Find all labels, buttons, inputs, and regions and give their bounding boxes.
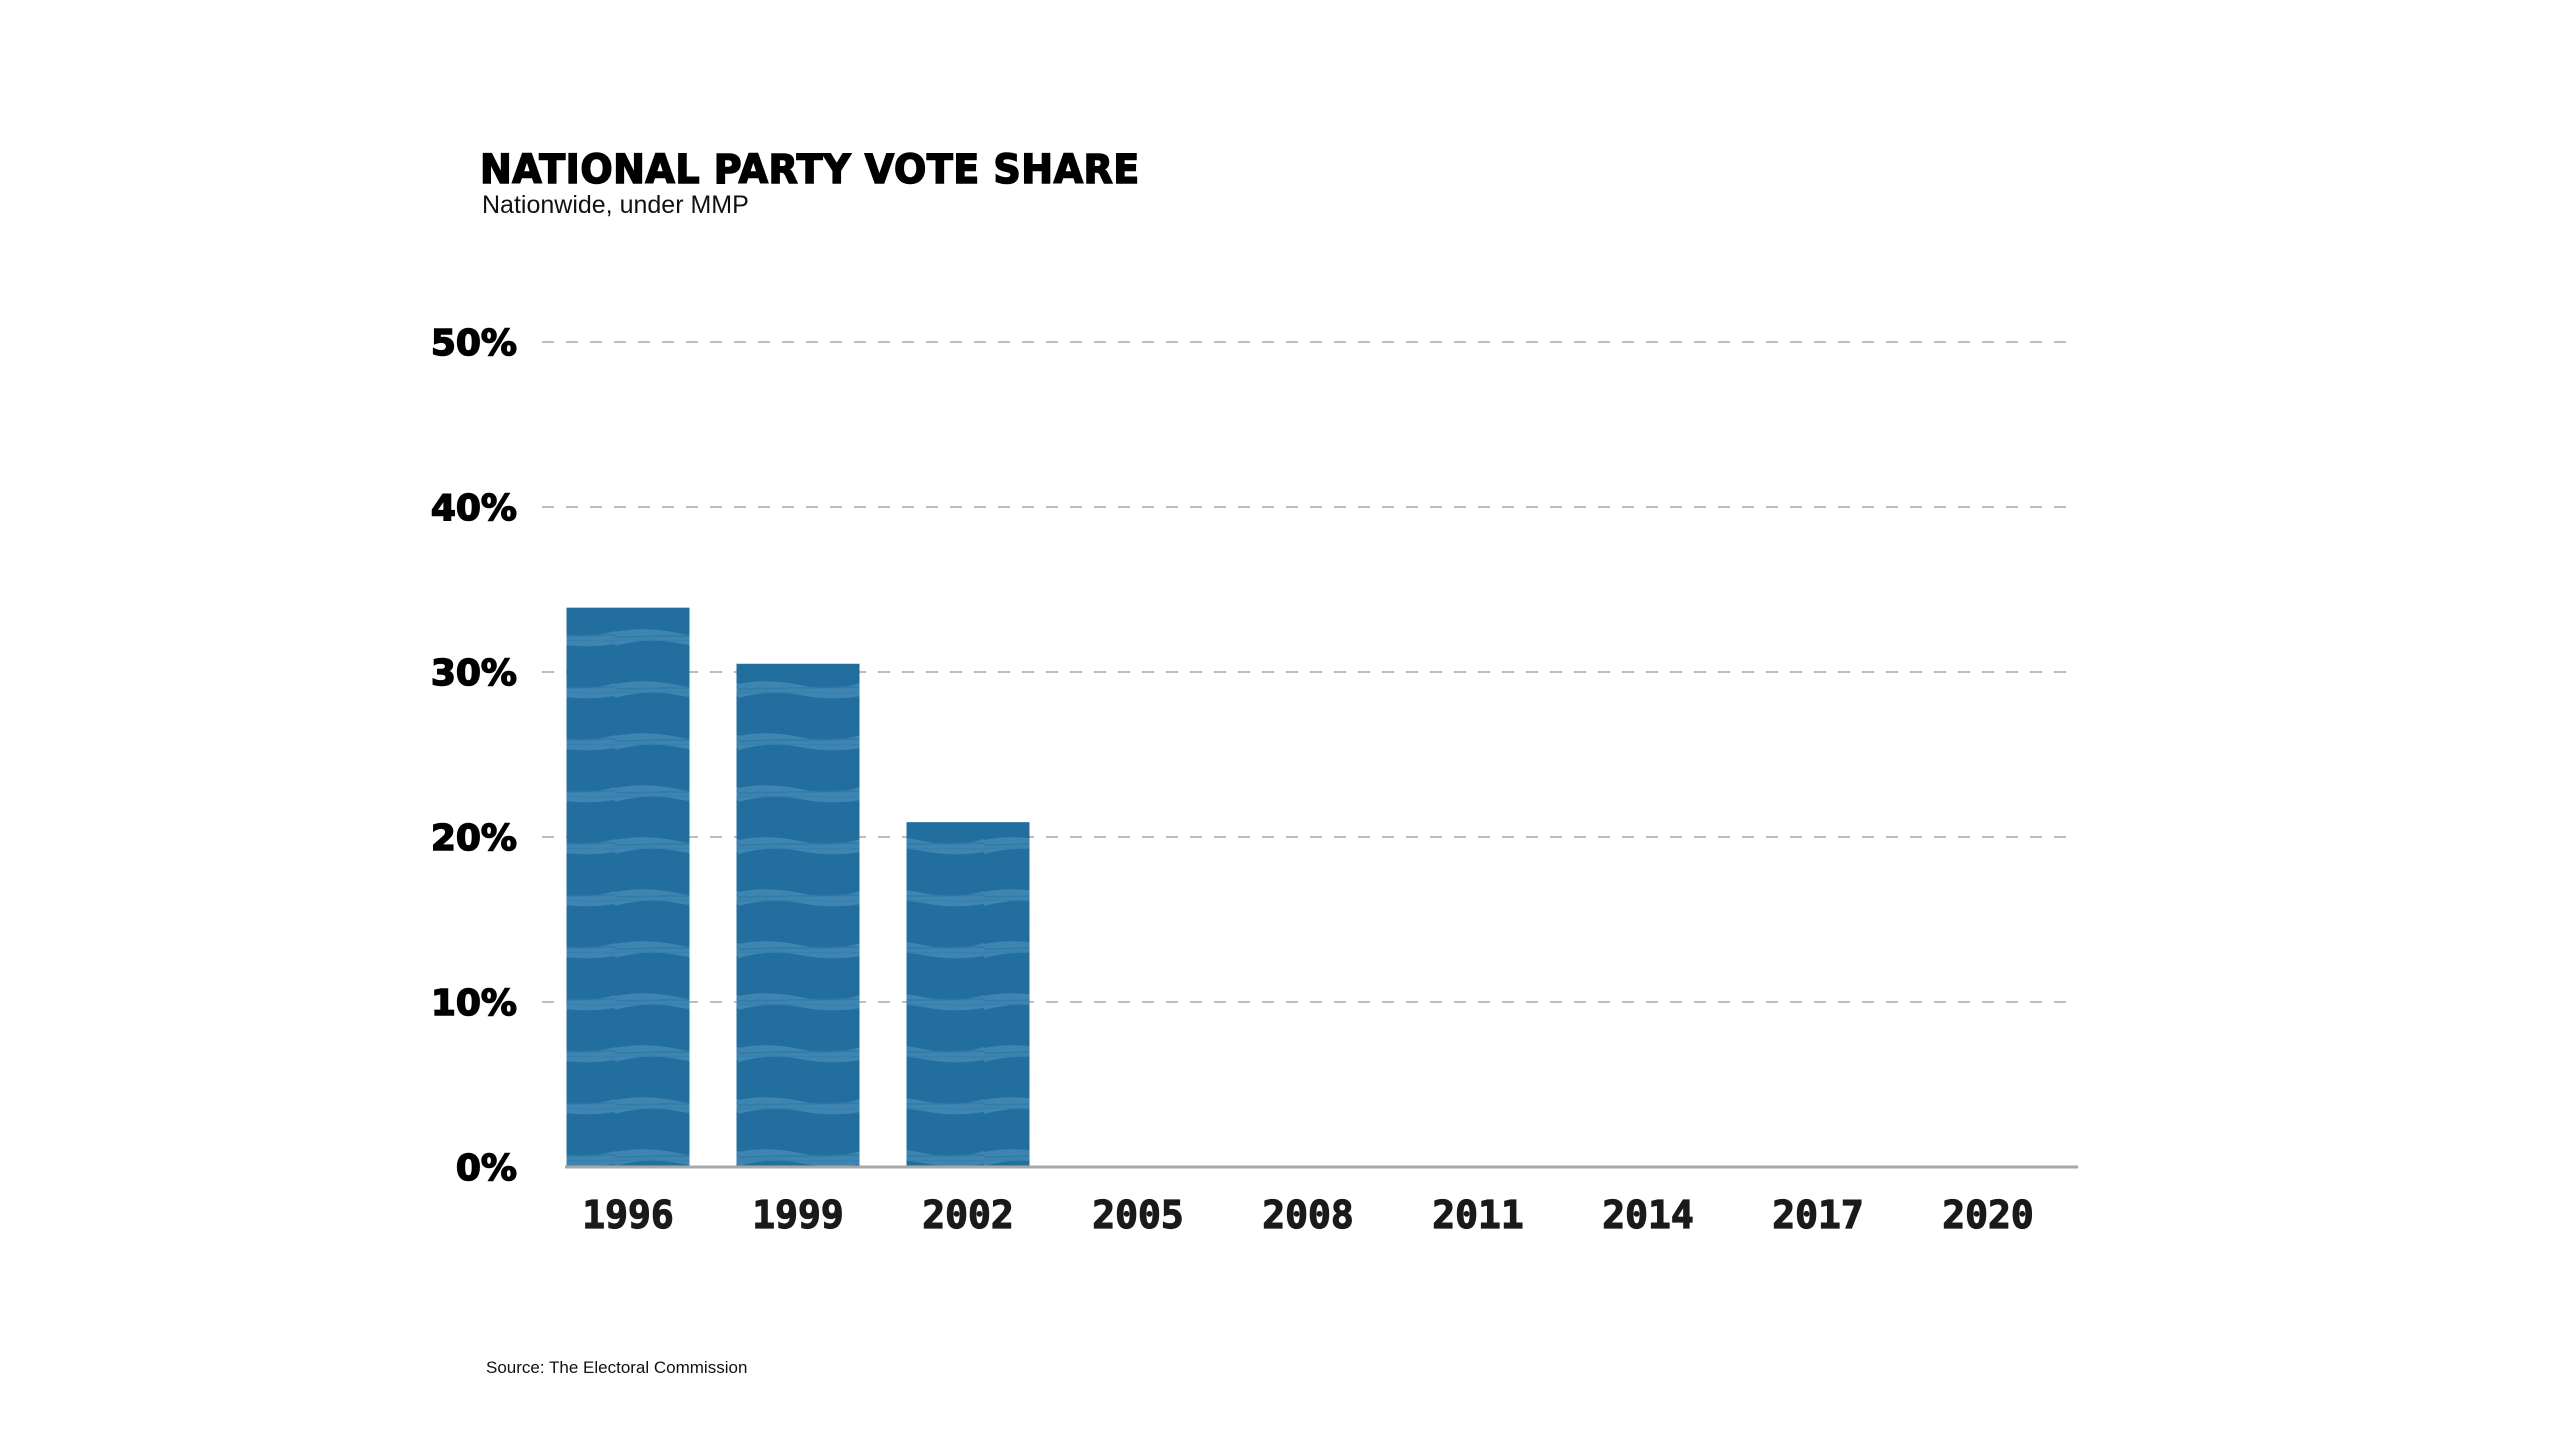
x-tick-label: 2020	[1942, 1193, 2034, 1237]
bars	[566, 607, 1030, 1167]
x-tick-label: 1999	[752, 1193, 844, 1237]
chart-title: NATIONAL PARTY VOTE SHARE	[479, 145, 1140, 193]
y-tick-label: 50%	[431, 323, 517, 364]
bar-1999	[736, 663, 860, 1167]
y-tick-label: 20%	[431, 818, 517, 859]
x-tick-label: 2005	[1092, 1193, 1184, 1237]
source-note: Source: The Electoral Commission	[486, 1358, 748, 1377]
chart-subtitle: Nationwide, under MMP	[482, 191, 749, 219]
bar-2002	[906, 822, 1030, 1167]
y-axis-ticks: 0% 10% 20% 30% 40% 50%	[430, 322, 518, 1190]
x-tick-label: 2017	[1772, 1193, 1864, 1237]
bar-1996	[566, 607, 690, 1167]
y-tick-label: 0%	[456, 1148, 517, 1189]
y-tick-label: 10%	[431, 983, 517, 1024]
x-axis-ticks: 1996 1999 2002 2005 2008 2011 2014 2017 2020	[582, 1192, 2035, 1237]
x-tick-label: 1996	[582, 1193, 674, 1237]
x-tick-label: 2011	[1432, 1193, 1524, 1237]
y-tick-label: 40%	[431, 488, 517, 529]
x-tick-label: 2014	[1602, 1193, 1694, 1237]
x-tick-label: 2002	[922, 1193, 1014, 1237]
x-tick-label: 2008	[1262, 1193, 1354, 1237]
y-tick-label: 30%	[431, 653, 517, 694]
